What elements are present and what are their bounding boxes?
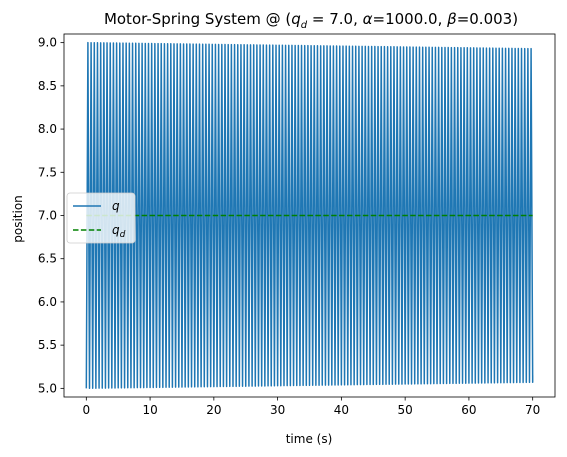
x-tick-label: 50 — [398, 403, 413, 417]
y-tick-label: 9.0 — [38, 36, 57, 50]
y-axis: 5.0 5.5 6.0 6.5 7.0 7.5 8.0 8.5 9.0 — [38, 36, 64, 395]
y-tick-label: 6.5 — [38, 252, 57, 266]
legend-label-qd: qd — [112, 223, 126, 240]
x-tick-label: 20 — [206, 403, 221, 417]
x-axis-label: time (s) — [286, 432, 333, 446]
y-tick-label: 7.5 — [38, 165, 57, 179]
y-tick-label: 8.0 — [38, 122, 57, 136]
x-tick-label: 10 — [142, 403, 157, 417]
y-tick-label: 6.0 — [38, 295, 57, 309]
x-tick-label: 40 — [334, 403, 349, 417]
y-tick-label: 5.0 — [38, 381, 57, 395]
x-tick-label: 0 — [82, 403, 90, 417]
x-axis: 0 10 20 30 40 50 60 70 — [82, 397, 540, 417]
y-tick-label: 5.5 — [38, 338, 57, 352]
y-axis-label: position — [11, 195, 25, 243]
y-tick-label: 8.5 — [38, 79, 57, 93]
legend-label-q: q — [112, 199, 120, 213]
x-tick-label: 70 — [525, 403, 540, 417]
x-tick-label: 60 — [461, 403, 476, 417]
y-tick-label: 7.0 — [38, 209, 57, 223]
x-tick-label: 30 — [270, 403, 285, 417]
plot-area — [85, 41, 534, 390]
legend: q qd — [66, 192, 136, 244]
chart-title: Motor-Spring System @ (qd = 7.0, α=1000.… — [104, 10, 518, 31]
